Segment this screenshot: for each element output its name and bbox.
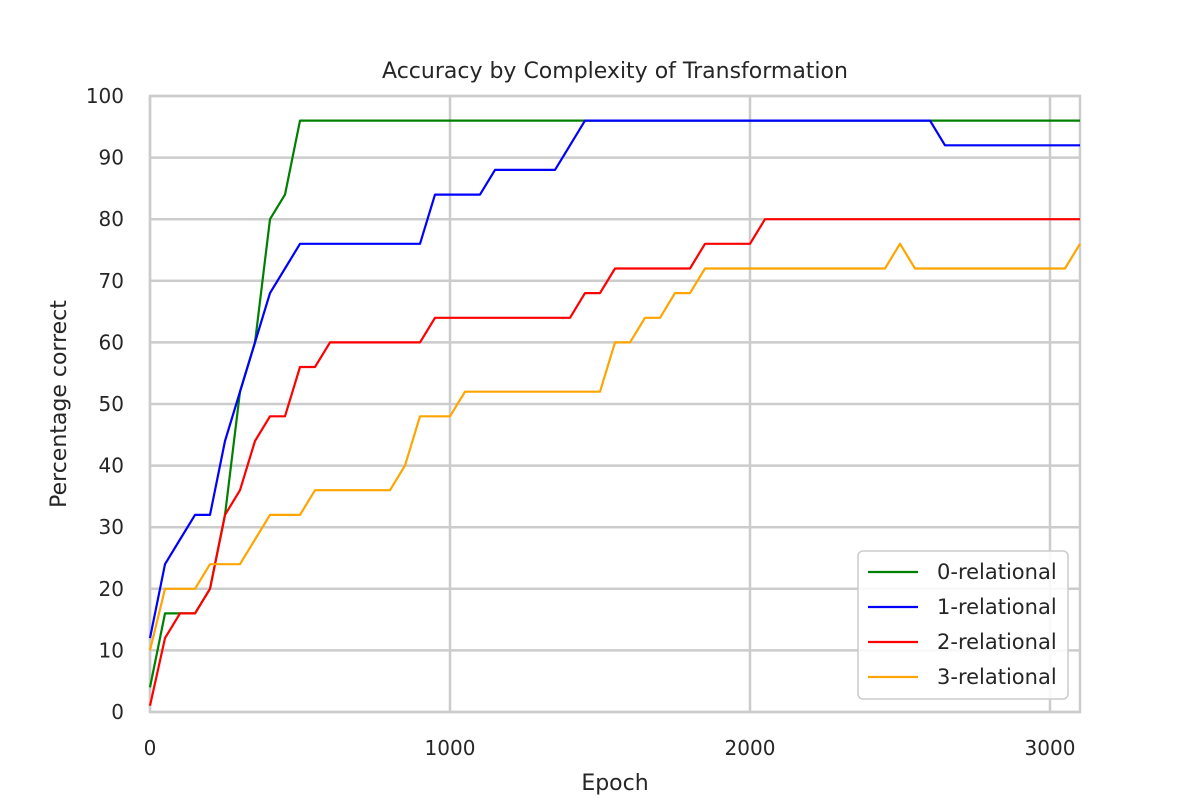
y-tick-label: 70 — [99, 269, 124, 293]
plot-area-frame — [148, 94, 1082, 714]
x-tick-label: 2000 — [725, 736, 776, 760]
y-tick-label: 80 — [99, 207, 124, 231]
legend-box — [857, 550, 1069, 700]
x-tick-label: 3000 — [1025, 736, 1076, 760]
y-tick-labels: 0 10 20 30 40 50 60 70 80 90 100 — [86, 84, 124, 724]
y-tick-label: 90 — [99, 146, 124, 170]
x-tick-label: 0 — [144, 736, 157, 760]
legend: 0-relational 1-relational 2-relational 3-re… — [857, 550, 1069, 700]
legend-label: 2-relational — [937, 630, 1057, 654]
series-lines — [148, 119, 1081, 707]
series-line-1-relational — [148, 119, 1080, 639]
y-tick-label: 20 — [99, 577, 124, 601]
legend-label: 0-relational — [937, 560, 1057, 584]
y-tick-label: 100 — [86, 84, 124, 108]
y-axis-label: Percentage correct — [47, 300, 72, 508]
x-axis-label: Epoch — [581, 771, 648, 796]
y-tick-label: 40 — [99, 454, 124, 478]
y-tick-label: 0 — [111, 700, 124, 724]
y-tick-label: 60 — [99, 330, 124, 354]
legend-entries: 0-relational 1-relational 2-relational 3-re… — [868, 560, 1057, 689]
x-tick-label: 1000 — [425, 736, 476, 760]
series-line-3-relational — [148, 242, 1081, 651]
y-tick-label: 10 — [99, 638, 124, 662]
chart-title: Accuracy by Complexity of Transformation — [382, 59, 848, 84]
legend-label: 3-relational — [937, 665, 1057, 689]
y-tick-label: 30 — [99, 515, 124, 539]
series-line-2-relational — [148, 218, 1080, 707]
x-tick-labels: 0 1000 2000 3000 — [144, 736, 1076, 760]
y-tick-label: 50 — [99, 392, 124, 416]
legend-label: 1-relational — [937, 595, 1057, 619]
